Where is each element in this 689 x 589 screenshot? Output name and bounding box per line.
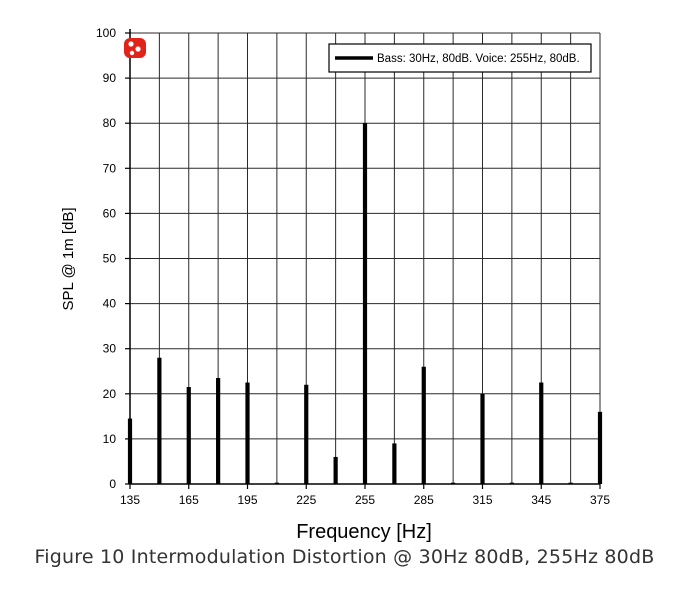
y-tick-label: 100 bbox=[96, 26, 116, 40]
y-tick-labels: 0 10 20 30 40 50 60 70 80 90 100 bbox=[96, 26, 116, 491]
x-tick-label: 375 bbox=[590, 493, 610, 507]
bar bbox=[333, 456, 338, 484]
legend-entry: Bass: 30Hz, 80dB. Voice: 255Hz, 80dB. bbox=[377, 53, 580, 65]
brand-logo-icon bbox=[124, 38, 146, 58]
bar bbox=[157, 357, 162, 484]
x-axis-title: Frequency [Hz] bbox=[296, 521, 432, 543]
bar bbox=[245, 382, 250, 484]
bars bbox=[127, 123, 603, 484]
legend: Bass: 30Hz, 80dB. Voice: 255Hz, 80dB. bbox=[328, 43, 592, 73]
bar bbox=[597, 411, 603, 484]
bar bbox=[186, 387, 191, 484]
x-tick-label: 165 bbox=[179, 493, 199, 507]
bar bbox=[304, 384, 309, 484]
x-tick-label: 285 bbox=[414, 493, 434, 507]
y-tick-label: 50 bbox=[103, 252, 117, 266]
figure-caption: Figure 10 Intermodulation Distortion @ 3… bbox=[34, 546, 655, 568]
bar bbox=[216, 378, 221, 484]
axes bbox=[125, 29, 601, 489]
y-axis-title: SPL @ 1m [dB] bbox=[60, 207, 77, 310]
y-tick-label: 70 bbox=[103, 161, 117, 175]
y-tick-label: 10 bbox=[103, 432, 117, 446]
x-tick-label: 315 bbox=[472, 493, 492, 507]
x-tick-labels: 135 165 195 225 255 285 315 345 375 bbox=[120, 493, 610, 507]
y-tick-label: 90 bbox=[103, 71, 117, 85]
x-tick-label: 135 bbox=[120, 493, 140, 507]
y-tick-label: 40 bbox=[103, 297, 117, 311]
bar bbox=[421, 366, 426, 484]
x-tick-label: 225 bbox=[296, 493, 316, 507]
bar bbox=[539, 382, 544, 484]
y-tick-label: 30 bbox=[103, 342, 117, 356]
x-tick-label: 195 bbox=[237, 493, 257, 507]
y-tick-label: 80 bbox=[103, 116, 117, 130]
y-tick-label: 20 bbox=[103, 387, 117, 401]
x-tick-label: 345 bbox=[531, 493, 551, 507]
x-tick-label: 255 bbox=[355, 493, 375, 507]
y-tick-label: 60 bbox=[103, 206, 117, 220]
bar bbox=[362, 123, 368, 484]
bar bbox=[480, 393, 485, 484]
bar bbox=[392, 443, 397, 484]
y-tick-label: 0 bbox=[109, 477, 116, 491]
